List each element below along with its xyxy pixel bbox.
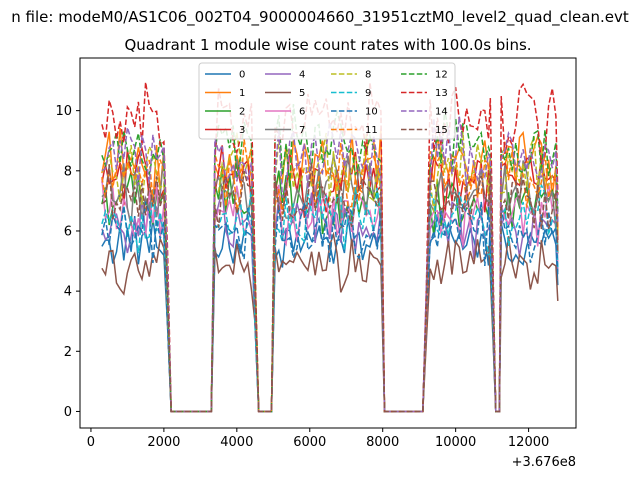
series-line-8 [101,131,559,413]
x-tick-label: 12000 [508,435,549,450]
legend-label-9: 9 [365,88,371,99]
y-tick-label: 10 [55,104,72,119]
legend-label-5: 5 [299,88,305,99]
legend-label-13: 13 [435,88,448,99]
x-tick-label: 4000 [220,435,253,450]
y-tick-label: 6 [64,224,72,239]
chart-suptitle: n file: modeM0/AS1C06_002T04_9000004660_… [11,8,629,27]
x-tick-label: 10000 [435,435,476,450]
series-layer [101,82,559,413]
chart-title: Quadrant 1 module wise count rates with … [124,36,531,54]
legend-label-6: 6 [299,107,305,118]
y-tick-label: 2 [64,345,72,360]
y-axis: 0 2 4 6 8 10 [55,104,80,420]
legend-label-2: 2 [239,107,245,118]
x-tick-label: 0 [87,435,95,450]
x-tick-label: 8000 [366,435,399,450]
plot-frame [79,57,577,429]
y-tick-label: 4 [64,285,72,300]
legend-label-8: 8 [365,70,371,81]
x-axis: 0 2000 4000 6000 8000 10000 12000 [87,428,549,450]
series-line-15 [101,163,559,413]
y-tick-label: 8 [64,164,72,179]
legend-label-12: 12 [435,70,448,81]
legend-label-0: 0 [239,70,245,81]
legend-frame [198,62,456,140]
legend-label-14: 14 [435,107,448,118]
x-offset-label: +3.676e8 [512,455,576,470]
legend-label-3: 3 [239,125,245,136]
legend-label-10: 10 [365,107,378,118]
y-tick-label: 0 [64,405,72,420]
legend-label-7: 7 [299,125,305,136]
legend-label-15: 15 [435,125,448,136]
x-tick-label: 2000 [147,435,180,450]
legend-label-11: 11 [365,125,378,136]
x-tick-label: 6000 [293,435,326,450]
legend-label-1: 1 [239,88,245,99]
legend-label-4: 4 [299,70,305,81]
